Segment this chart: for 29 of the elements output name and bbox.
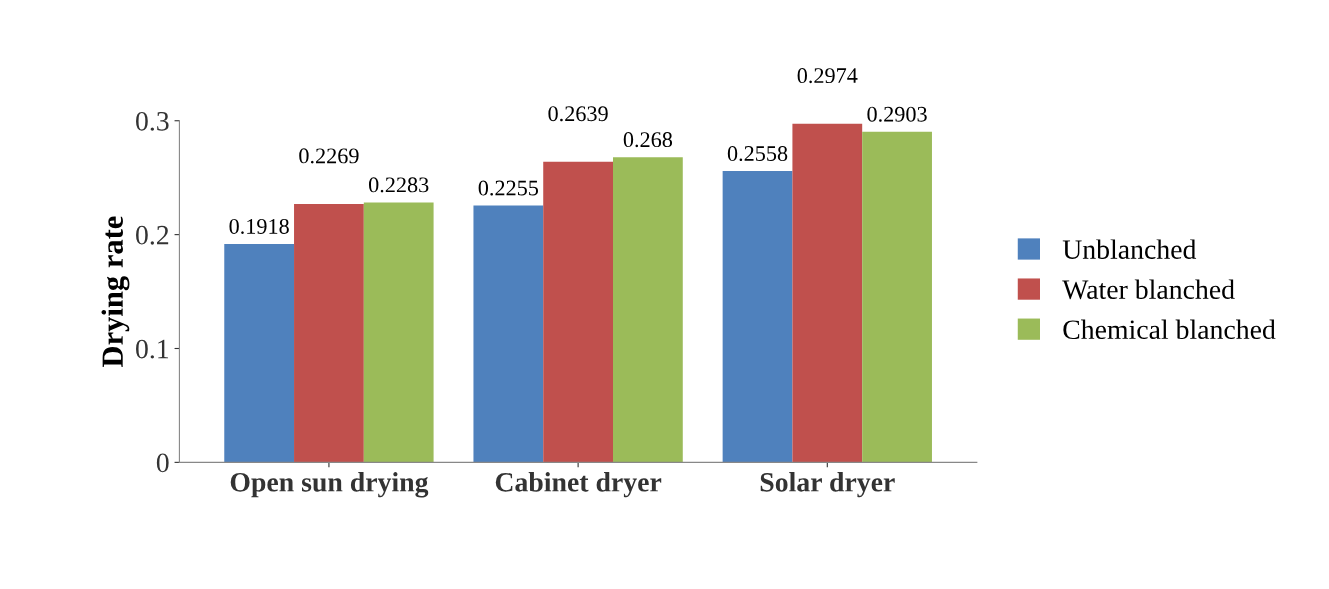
- bar: [862, 131, 932, 463]
- legend-label: Unblanched: [1062, 239, 1197, 259]
- x-tick-label: Open sun drying: [230, 472, 429, 498]
- data-label: 0.2974: [797, 68, 858, 84]
- y-tick-label: 0.3: [136, 111, 169, 131]
- bar: [294, 203, 364, 463]
- legend-label: Water blanched: [1062, 279, 1235, 300]
- bar: [543, 161, 613, 463]
- data-label: 0.2903: [867, 106, 927, 122]
- bar: [613, 157, 683, 463]
- bar: [473, 205, 544, 463]
- bar: [792, 123, 863, 463]
- bar: [722, 171, 793, 463]
- data-label: 0.2639: [548, 106, 608, 122]
- data-label: 0.2558: [727, 146, 788, 162]
- y-tick-label: 0.1: [136, 339, 169, 359]
- data-label: 0.2269: [299, 148, 359, 164]
- y-tick-label: 0.2: [136, 225, 169, 245]
- data-label: 0.268: [623, 132, 673, 148]
- y-tick-label: 0: [156, 453, 169, 473]
- data-label: 0.2283: [368, 177, 429, 193]
- x-tick-label: Cabinet dryer: [495, 472, 662, 498]
- x-tick-label: Solar dryer: [760, 472, 895, 498]
- data-label: 0.2255: [478, 180, 539, 196]
- bar: [363, 202, 434, 463]
- data-label: 0.1918: [229, 218, 289, 234]
- bar: [224, 243, 295, 463]
- y-axis-title: Drying rate: [101, 216, 130, 367]
- legend-label: Chemical blanched: [1063, 319, 1276, 340]
